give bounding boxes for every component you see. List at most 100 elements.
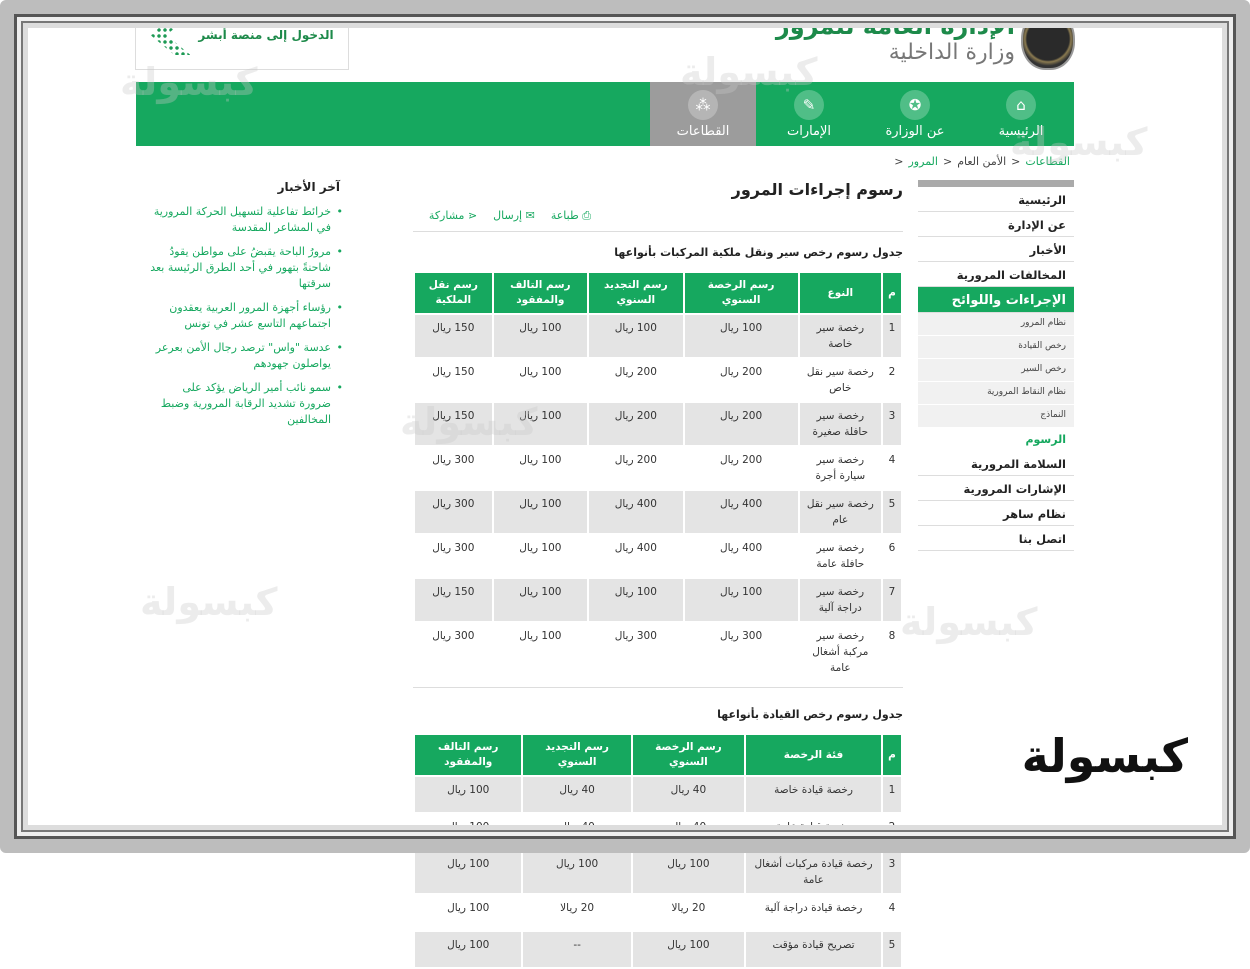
- sidebar-item-news[interactable]: الأخبار: [918, 237, 1074, 262]
- absher-login-link[interactable]: الدخول إلى منصة أبشر: [135, 0, 349, 70]
- sidebar-sub-forms[interactable]: النماذج: [918, 405, 1074, 428]
- breadcrumb-public-security[interactable]: الأمن العام: [957, 155, 1007, 168]
- table-cell: 6: [888, 542, 896, 554]
- table-cell: 400 ريال: [614, 542, 657, 554]
- table-cell: رخصة قيادة دراجة آلية: [764, 902, 863, 914]
- table-cell: 100 ريال: [519, 366, 562, 378]
- main-content: رسوم إجراءات المرور ⎙ طباعة ✉ إرسال ⋖ مش…: [413, 180, 903, 969]
- breadcrumb: القطاعات < الأمن العام < المرور <: [894, 155, 1070, 168]
- table-cell: 300 ريال: [432, 454, 475, 466]
- table-row: 5 تصريح قيادة مؤقت 100 ريال -- 100 ريال: [415, 932, 901, 967]
- nav-sectors[interactable]: ⁂ القطاعات: [650, 82, 756, 146]
- vehicle-license-fees-table: م النوع رسم الرخصة السنوي رسم التجديد السنو…: [413, 271, 903, 683]
- news-item[interactable]: عدسة "واس" ترصد رجال الأمن بعرعر يواصلون…: [150, 340, 345, 372]
- sidebar-sub-points-system[interactable]: نظام النقاط المرورية: [918, 382, 1074, 405]
- sidebar-item-about[interactable]: عن الإدارة: [918, 212, 1074, 237]
- nav-ministry[interactable]: ✪ عن الوزارة: [862, 82, 968, 146]
- table-row: 2 رخصة سير نقل خاص 200 ريال 200 ريال 100 ريا…: [415, 359, 901, 401]
- emblem-icon: ✪: [900, 89, 930, 120]
- action-bar: ⎙ طباعة ✉ إرسال ⋖ مشاركة: [413, 209, 903, 232]
- table-cell: 3: [883, 851, 901, 893]
- sidebar-item-procedures[interactable]: الإجراءات واللوائح: [918, 287, 1074, 313]
- table-cell: 5: [883, 491, 901, 533]
- watermark-logo: كبسولة: [1021, 729, 1188, 783]
- table-cell: 200 ريال: [719, 454, 763, 466]
- sidebar-item-safety[interactable]: السلامة المرورية: [918, 451, 1074, 476]
- table-cell: 300 ريال: [415, 491, 492, 533]
- sidebar: الرئيسية عن الإدارة الأخبار المخالفات ال…: [918, 180, 1074, 551]
- table-cell: 40 ريال: [559, 821, 595, 833]
- sidebar-sub-fees[interactable]: الرسوم: [918, 428, 1074, 451]
- nav-emirates[interactable]: ✎ الإمارات: [756, 82, 862, 146]
- page-title: رسوم إجراءات المرور: [731, 180, 903, 199]
- chevron-icon: <: [942, 155, 953, 168]
- table-row: 1 رخصة قيادة خاصة 40 ريال 40 ريال 100 ريال: [415, 777, 901, 812]
- news-item[interactable]: مرورُ الباحة يقبضُ على مواطن يقودُ شاحنة…: [150, 244, 345, 292]
- table-cell: 40 ريال: [632, 777, 745, 812]
- table-cell: 300 ريال: [719, 630, 763, 642]
- sidebar-item-contact[interactable]: اتصل بنا: [918, 526, 1074, 551]
- print-button[interactable]: ⎙ طباعة: [551, 209, 591, 223]
- table-row: 4 رخصة قيادة دراجة آلية 20 ريالا 20 ريالا 10…: [415, 895, 901, 930]
- chevron-icon: <: [1011, 155, 1021, 168]
- column-header: رسم التجديد السنوي: [589, 273, 683, 313]
- table-cell: رخصة سير دراجة آلية: [799, 579, 882, 621]
- sidebar-sub-driving-licenses[interactable]: رخص القيادة: [918, 336, 1074, 359]
- site-logo[interactable]: الإدارة العامة للمرور وزارة الداخلية: [776, 8, 1075, 70]
- send-button[interactable]: ✉ إرسال: [493, 209, 535, 223]
- table-cell: 200 ريال: [614, 366, 657, 378]
- table-cell: 300 ريال: [614, 630, 657, 642]
- table-row: 4 رخصة سير سيارة أجرة 200 ريال 200 ريال 100 …: [415, 447, 901, 489]
- news-title: آخر الأخبار: [277, 180, 340, 194]
- network-icon: ⁂: [688, 89, 718, 120]
- table-cell: 100 ريال: [523, 851, 631, 893]
- sidebar-item-saher[interactable]: نظام ساهر: [918, 501, 1074, 526]
- table-cell: 100 ريال: [447, 902, 490, 914]
- table-cell: 150 ريال: [432, 366, 475, 378]
- column-header: النوع: [799, 273, 882, 313]
- table-cell: رخصة سير نقل خاص: [806, 366, 874, 394]
- table-cell: 100 ريال: [589, 315, 683, 357]
- sidebar-item-home[interactable]: الرئيسية: [918, 187, 1074, 212]
- column-header: م: [883, 273, 901, 313]
- sidebar-sub-vehicle-licenses[interactable]: رخص السير: [918, 359, 1074, 382]
- ministry-name: وزارة الداخلية: [888, 40, 1015, 65]
- table-cell: 200 ريال: [589, 403, 683, 445]
- nav-home[interactable]: ⌂ الرئيسية: [968, 82, 1074, 146]
- org-title: الإدارة العامة للمرور: [775, 12, 1015, 40]
- news-item[interactable]: خرائط تفاعلية لتسهيل الحركة المرورية في …: [150, 204, 345, 236]
- table-row: 2 رخصة قيادة عامة 40 ريال 40 ريال 100 ريال: [415, 814, 901, 849]
- table-cell: 150 ريال: [415, 579, 492, 621]
- table-cell: 100 ريال: [684, 315, 798, 357]
- table-cell: رخصة سير حافلة عامة: [816, 542, 865, 570]
- sidebar-item-violations[interactable]: المخالفات المرورية: [918, 262, 1074, 287]
- table-cell: 100 ريال: [493, 579, 588, 621]
- table-cell: 20 ريالا: [671, 902, 706, 914]
- table-cell: 5: [883, 932, 901, 967]
- table-cell: 40 ريال: [523, 777, 631, 812]
- table-cell: رخصة قيادة خاصة: [746, 777, 882, 812]
- breadcrumb-sectors[interactable]: القطاعات: [1025, 155, 1070, 168]
- table-cell: 1: [883, 777, 901, 812]
- sidebar-item-signs[interactable]: الإشارات المرورية: [918, 476, 1074, 501]
- driving-license-fees-table: م فئة الرخصة رسم الرخصة السنوي رسم التجديد …: [413, 733, 903, 969]
- table-cell: 150 ريال: [415, 403, 492, 445]
- table1-caption: جدول رسوم رخص سير ونقل ملكية المركبات بأ…: [614, 246, 903, 259]
- table-cell: 1: [883, 315, 901, 357]
- table-row: 1 رخصة سير خاصة 100 ريال 100 ريال 100 ريال 15…: [415, 315, 901, 357]
- sidebar-sub-traffic-law[interactable]: نظام المرور: [918, 313, 1074, 336]
- nav-label: الرئيسية: [998, 123, 1044, 139]
- page: الإدارة العامة للمرور وزارة الداخلية الد…: [135, 0, 1075, 967]
- news-item[interactable]: سمو نائب أمير الرياض يؤكد على ضرورة تشدي…: [150, 380, 345, 428]
- table-cell: 3: [883, 403, 901, 445]
- printer-icon: ⎙: [578, 209, 591, 222]
- nav-label: الإمارات: [786, 123, 832, 139]
- share-button[interactable]: ⋖ مشاركة: [429, 209, 477, 223]
- table-cell: 8: [888, 630, 896, 642]
- share-label: مشاركة: [428, 209, 465, 222]
- table-cell: 100 ريال: [519, 630, 562, 642]
- table-cell: 100 ريال: [415, 851, 522, 893]
- news-item[interactable]: رؤساء أجهزة المرور العربية يعقدون اجتماع…: [150, 300, 345, 332]
- print-label: طباعة: [550, 209, 579, 222]
- breadcrumb-traffic[interactable]: المرور: [908, 155, 938, 168]
